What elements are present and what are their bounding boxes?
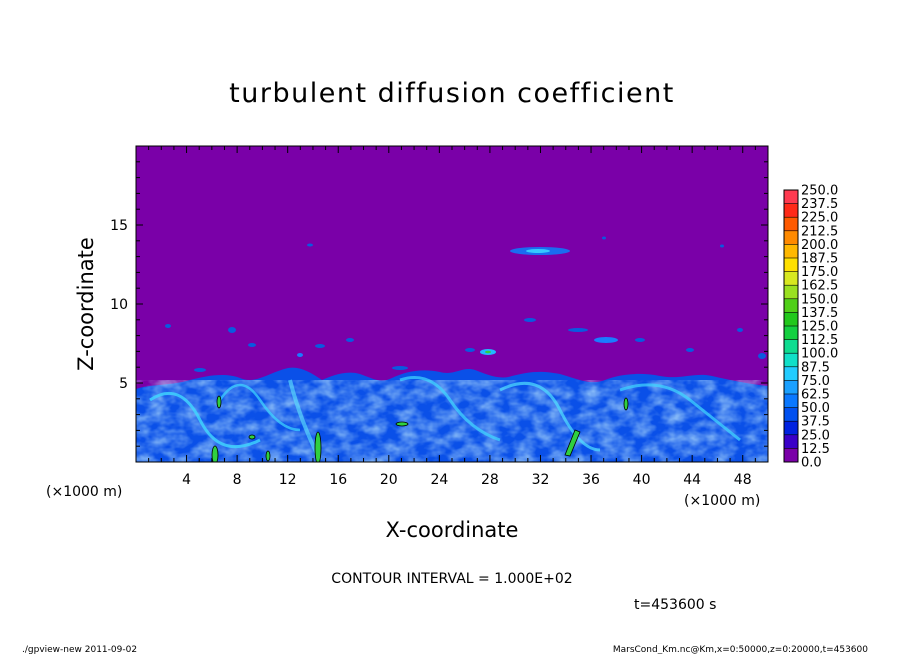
x-axis: 4 8 12 16 20 24 28 32 36 40 44 48 [148, 146, 756, 488]
colorbar-swatch [784, 203, 798, 218]
colorbar-swatch [784, 298, 798, 313]
colorbar-swatch [784, 285, 798, 299]
y-tick-label: 5 [119, 376, 128, 392]
colorbar-label: 250.0 [801, 184, 838, 199]
x-tick-label: 8 [233, 472, 242, 488]
colorbar-swatch [784, 434, 798, 449]
colorbar-swatch [784, 244, 798, 258]
plot-area [136, 146, 768, 462]
colorbar-label: 12.5 [801, 442, 830, 457]
colorbar-swatch [784, 339, 798, 354]
chart-title: turbulent diffusion coefficient [229, 78, 675, 109]
colorbar-swatch [784, 230, 798, 245]
colorbar-label: 212.5 [801, 224, 838, 239]
y-tick-label: 10 [110, 297, 128, 313]
colorbar-label: 75.0 [801, 374, 830, 389]
colorbar-swatch [784, 394, 798, 408]
x-axis-label: X-coordinate [386, 518, 519, 542]
colorbar-label: 62.5 [801, 388, 830, 403]
colorbar-label: 25.0 [801, 428, 830, 443]
colorbar-label: 237.5 [801, 197, 838, 212]
colorbar-swatch [784, 421, 798, 435]
x-tick-label: 40 [633, 472, 651, 488]
colorbar-swatch [784, 312, 798, 326]
colorbar-swatch [784, 380, 798, 394]
x-unit-label-left: (×1000 m) [46, 484, 122, 500]
colorbar-label: 0.0 [801, 456, 822, 471]
colorbar-label: 187.5 [801, 252, 838, 267]
colorbar-label: 200.0 [801, 238, 838, 253]
x-tick-label: 12 [279, 472, 297, 488]
colorbar-swatch [784, 448, 798, 462]
upper-features [165, 236, 766, 372]
colorbar-label: 175.0 [801, 265, 838, 280]
colorbar-swatch [784, 271, 798, 286]
time-label: t=453600 s [634, 597, 716, 613]
y-axis-label: Z-coordinate [74, 237, 98, 371]
colorbar: 0.012.525.037.550.062.575.087.5100.0112.… [783, 184, 838, 471]
colorbar-label: 125.0 [801, 320, 838, 335]
y-axis: 5 10 15 [110, 161, 768, 447]
y-tick-label: 15 [110, 218, 128, 234]
boundary-layer [136, 367, 768, 462]
x-unit-label-right: (×1000 m) [684, 493, 760, 509]
x-tick-label: 16 [329, 472, 347, 488]
colorbar-label: 87.5 [801, 360, 830, 375]
colorbar-label: 112.5 [801, 333, 838, 348]
colorbar-swatch [784, 407, 798, 422]
x-tick-label: 36 [582, 472, 600, 488]
colorbar-swatch [784, 258, 798, 272]
footer-left: ./gpview-new 2011-09-02 [22, 645, 137, 654]
x-tick-label: 4 [182, 472, 191, 488]
colorbar-swatch [784, 326, 798, 340]
x-tick-label: 44 [683, 472, 701, 488]
colorbar-label: 162.5 [801, 279, 838, 294]
colorbar-swatch [784, 217, 798, 231]
x-tick-label: 24 [430, 472, 448, 488]
colorbar-label: 37.5 [801, 415, 830, 430]
x-tick-label: 28 [481, 472, 499, 488]
colorbar-swatch [784, 190, 798, 204]
colorbar-label: 150.0 [801, 292, 838, 307]
colorbar-swatch [784, 353, 798, 367]
contour-interval: CONTOUR INTERVAL = 1.000E+02 [331, 571, 572, 587]
colorbar-label: 225.0 [801, 211, 838, 226]
x-tick-label: 32 [532, 472, 550, 488]
colorbar-label: 50.0 [801, 401, 830, 416]
colorbar-label: 100.0 [801, 347, 838, 362]
colorbar-label: 137.5 [801, 306, 838, 321]
x-tick-label: 20 [380, 472, 398, 488]
x-tick-label: 48 [734, 472, 752, 488]
footer-right: MarsCond_Km.nc@Km,x=0:50000,z=0:20000,t=… [613, 645, 868, 654]
colorbar-swatch [784, 366, 798, 381]
